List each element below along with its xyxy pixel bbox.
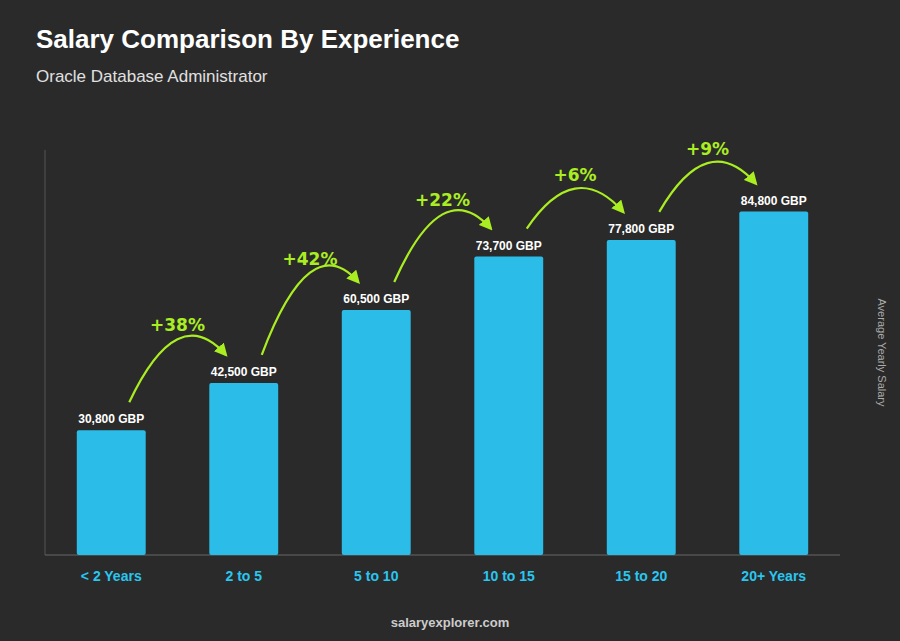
bar <box>474 257 543 555</box>
x-tick-label: 20+ Years <box>741 568 806 584</box>
y-axis-line <box>45 150 46 555</box>
annotation: +22% <box>415 190 470 210</box>
change-arrow <box>129 336 226 403</box>
bar <box>739 212 808 555</box>
data-label: 30,800 GBP <box>78 412 144 426</box>
x-tick-label: 2 to 5 <box>225 568 262 584</box>
footer: salaryexplorer.com <box>391 615 510 630</box>
x-tick-label: 5 to 10 <box>354 568 399 584</box>
bars <box>77 212 808 555</box>
change-arrow <box>262 265 359 354</box>
change-arrow <box>527 188 624 228</box>
x-tick-label: 10 to 15 <box>483 568 535 584</box>
x-axis-line <box>45 555 840 556</box>
data-label: 60,500 GBP <box>343 292 409 306</box>
chart: Salary Comparison By Experience Oracle Da… <box>0 0 900 641</box>
change-arrow <box>659 162 756 212</box>
background <box>0 0 900 641</box>
bar <box>209 383 278 555</box>
annotation: +42% <box>283 249 338 269</box>
chart-container: Salary Comparison By Experience Oracle Da… <box>0 0 900 641</box>
data-label: 77,800 GBP <box>608 222 674 236</box>
x-tick-label: 15 to 20 <box>615 568 667 584</box>
subtitle: Oracle Database Administrator <box>36 67 268 86</box>
annotation: +9% <box>686 139 729 159</box>
title: Salary Comparison By Experience <box>36 24 459 54</box>
data-label: 84,800 GBP <box>741 194 807 208</box>
y-axis-label: Average Yearly Salary <box>876 298 888 407</box>
annotation: +6% <box>553 165 596 185</box>
data-label: 73,700 GBP <box>476 239 542 253</box>
data-label: 42,500 GBP <box>211 365 277 379</box>
x-tick-label: < 2 Years <box>81 568 142 584</box>
bar <box>342 310 411 555</box>
change-arrow <box>394 210 491 282</box>
bar <box>77 430 146 555</box>
bar <box>607 240 676 555</box>
annotation: +38% <box>150 315 205 335</box>
